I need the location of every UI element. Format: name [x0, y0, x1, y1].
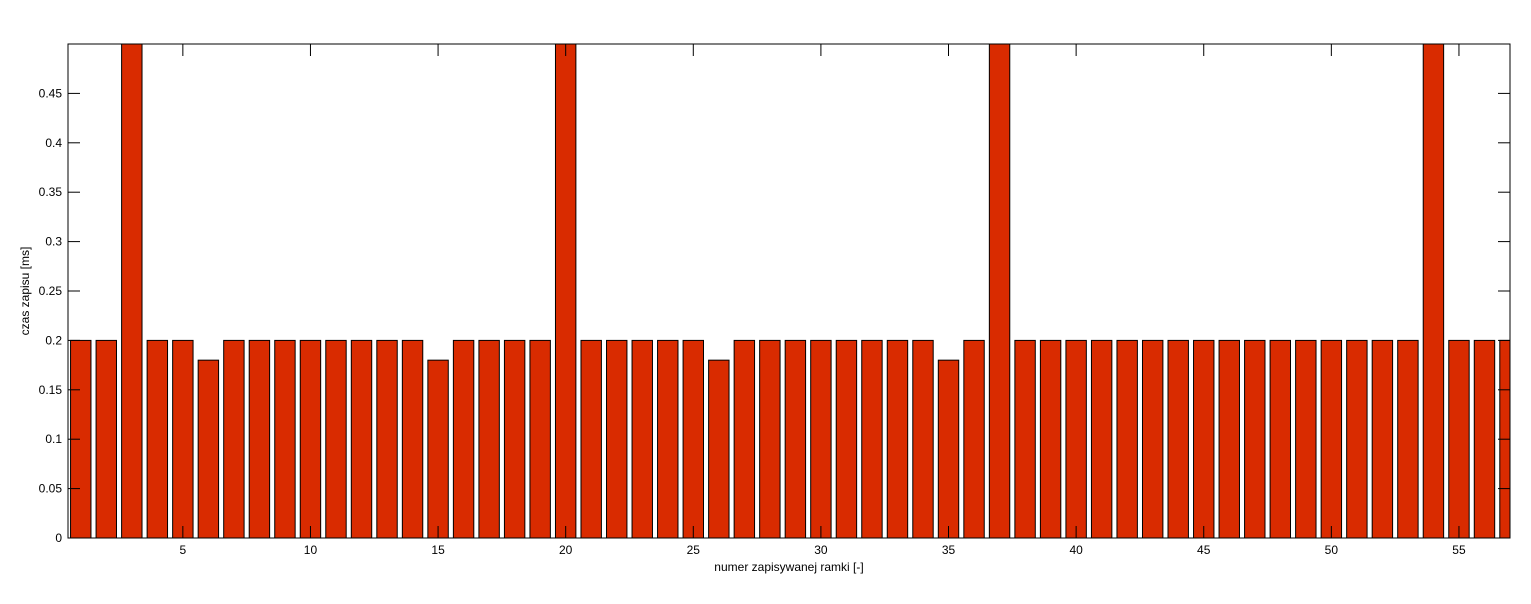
ticks-group: 5 10 15 20 25 30 35 40 45 50 55 0 0.05 0.1 0.15 0.2 0.25…: [39, 44, 1510, 557]
x-tick-label-45: 45: [1197, 543, 1211, 557]
bar-46: [1218, 339, 1240, 538]
x-tick-label-35: 35: [942, 543, 956, 557]
y-tick-label-6: 0.3: [45, 235, 62, 249]
bar-4: [146, 339, 169, 538]
bar-5: [172, 339, 194, 538]
bar-35: [937, 359, 960, 538]
bar-2: [95, 339, 117, 538]
bar-51: [1346, 339, 1368, 538]
x-tick-label-10: 10: [304, 543, 318, 557]
bar-53: [1397, 339, 1419, 538]
bar-37: [988, 44, 1011, 538]
bar-13: [376, 339, 398, 538]
bar-28: [759, 339, 781, 538]
bar-15: [427, 359, 449, 538]
bar-10: [299, 339, 322, 538]
bar-17: [478, 339, 500, 538]
y-tick-label-4: 0.2: [45, 333, 62, 347]
y-tick-label-3: 0.15: [39, 383, 63, 397]
bar-18: [503, 339, 526, 538]
bar-30: [810, 339, 832, 538]
bar-20: [554, 44, 577, 538]
bar-9: [274, 339, 296, 538]
bar-45: [1193, 339, 1215, 538]
y-tick-label-5: 0.25: [39, 284, 63, 298]
x-tick-label-40: 40: [1069, 543, 1083, 557]
x-tick-label-5: 5: [180, 543, 187, 557]
bar-22: [606, 339, 628, 538]
bar-36: [963, 339, 985, 538]
bar-24: [657, 339, 679, 538]
y-tick-label-8: 0.4: [45, 136, 62, 150]
bar-19: [529, 339, 551, 538]
y-tick-label-7: 0.35: [39, 185, 63, 199]
bar-55: [1448, 339, 1470, 538]
bar-44: [1167, 339, 1189, 538]
bar-33: [886, 339, 909, 538]
bar-39: [1039, 339, 1062, 538]
bar-38: [1014, 339, 1036, 538]
bar-12: [350, 339, 373, 538]
x-tick-label-20: 20: [559, 543, 573, 557]
bar-40: [1065, 339, 1087, 538]
bar-56: [1473, 339, 1496, 538]
y-tick-label-2: 0.1: [45, 432, 62, 446]
bar-16: [452, 339, 475, 538]
bar-32: [861, 339, 883, 538]
bar-21: [580, 339, 602, 538]
bar-52: [1371, 339, 1394, 538]
bar-8: [248, 339, 271, 538]
bar-14: [401, 339, 424, 538]
bar-6: [197, 359, 220, 538]
bar-50: [1320, 339, 1343, 538]
bar-43: [1141, 339, 1164, 538]
bar-31: [835, 339, 858, 538]
bar-26: [708, 359, 730, 538]
x-axis-label: numer zapisywanej ramki [-]: [714, 560, 863, 574]
x-tick-label-25: 25: [687, 543, 701, 557]
bar-54: [1422, 44, 1445, 538]
bar-29: [784, 339, 807, 538]
y-tick-label-1: 0.05: [39, 482, 63, 496]
bar-25: [682, 339, 705, 538]
bar-49: [1295, 339, 1317, 538]
x-tick-label-15: 15: [431, 543, 445, 557]
bar-3: [121, 44, 143, 538]
y-axis-label: czas zapisu [ms]: [18, 247, 32, 336]
bar-23: [631, 339, 653, 538]
bars-group: [70, 44, 1510, 538]
x-tick-label-50: 50: [1325, 543, 1339, 557]
bar-11: [325, 339, 347, 538]
bar-7: [223, 339, 245, 538]
bar-27: [733, 339, 756, 538]
y-tick-label-0: 0: [55, 531, 62, 545]
bar-42: [1116, 339, 1138, 538]
bar-34: [912, 339, 934, 538]
x-tick-label-55: 55: [1452, 543, 1466, 557]
bar-48: [1269, 339, 1292, 538]
x-tick-label-30: 30: [814, 543, 828, 557]
y-tick-label-9: 0.45: [39, 86, 63, 100]
bar-47: [1244, 339, 1266, 538]
bar-41: [1090, 339, 1113, 538]
